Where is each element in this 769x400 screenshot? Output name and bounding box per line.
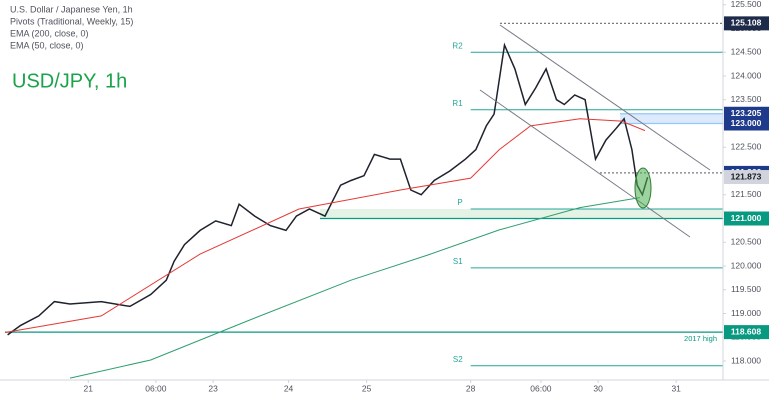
legend-entry: EMA (50, close, 0) [10,40,84,50]
zone [620,113,723,124]
channel-lower [479,89,691,238]
price-badge-label: 121.000 [731,213,762,223]
pivot-label: S1 [453,257,463,266]
price-badge [724,170,769,185]
x-tick-label: 24 [284,383,294,393]
x-tick-label: 21 [84,383,94,393]
y-tick-label: 118.000 [731,355,761,365]
y-tick-label: 124.000 [731,70,762,80]
pivot-label: R1 [452,99,463,108]
price-badge [724,211,769,226]
highlight [634,167,652,209]
ema-line [69,197,640,379]
x-tick-label: 06:00 [145,383,167,393]
price-badge [724,116,769,131]
pivot-label: R2 [452,41,463,50]
price-badge [724,16,769,31]
zone [320,209,723,219]
y-tick-label: 119.000 [731,308,761,318]
channel-upper [499,24,711,171]
price-line [7,42,649,336]
y-tick-label: 120.500 [731,237,762,247]
price-badge-label: 123.000 [731,118,762,128]
pivot-label: S2 [453,355,463,364]
plot-area: R2 R1 P S1 S2 [4,22,723,379]
y-tick-label: 120.000 [731,260,762,270]
x-tick-label: 31 [671,383,681,393]
ema-line [4,118,646,333]
x-tick-label: 06:00 [530,383,552,393]
legend-entry: U.S. Dollar / Japanese Yen, 1h [10,4,133,14]
price-badge-label: 118.608 [731,326,762,336]
price-badge-label: 123.205 [731,108,762,118]
chart-title: USD/JPY, 1h [12,70,127,92]
pivot-label: P [457,198,462,207]
y-tick-label: 125.500 [731,0,762,9]
x-tick-label: 28 [466,383,476,393]
y-tick-label: 123.500 [731,94,762,104]
y-tick-label: 121.500 [731,189,762,199]
x-tick-label: 23 [208,383,218,393]
legend-entry: Pivots (Traditional, Weekly, 15) [10,16,133,26]
y-tick-label: 122.500 [731,142,762,152]
y-tick-label: 124.500 [731,47,762,57]
y-tick-label: 119.500 [731,284,761,294]
x-tick-label: 30 [593,383,603,393]
x-tick-label: 25 [362,383,372,393]
price-badge-label: 125.108 [731,18,762,28]
annotation: 2017 high [684,334,717,343]
price-badge [724,325,769,340]
legend-entry: EMA (200, close, 0) [10,28,89,38]
price-badge-label: 121.873 [731,171,762,181]
